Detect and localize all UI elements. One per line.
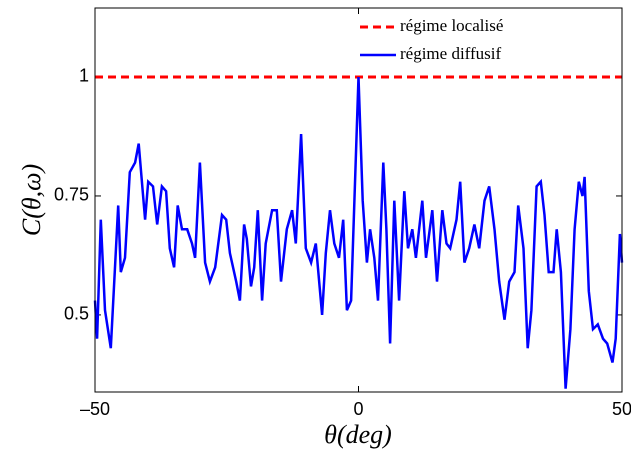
x-tick-label: –50 [80, 399, 110, 419]
x-tick-label: 50 [612, 399, 631, 419]
legend-label: régime diffusif [400, 44, 502, 63]
series-line [93, 76, 624, 389]
x-axis-label: θ(deg) [324, 420, 392, 449]
y-tick-label: 0.75 [54, 185, 89, 205]
y-axis-label: C(θ,ω) [17, 164, 46, 236]
legend-label: régime localisé [400, 16, 503, 35]
x-tick-label: 0 [353, 399, 363, 419]
y-tick-label: 1 [79, 66, 89, 86]
y-tick-label: 0.5 [64, 304, 89, 324]
plot-frame [94, 7, 623, 393]
